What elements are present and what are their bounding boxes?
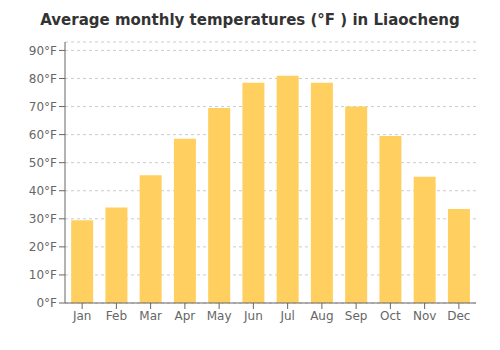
svg-text:80°F: 80°F [29, 72, 57, 86]
svg-text:Dec: Dec [447, 309, 470, 323]
svg-text:70°F: 70°F [29, 100, 57, 114]
svg-text:Apr: Apr [174, 309, 195, 323]
svg-text:Aug: Aug [310, 309, 333, 323]
svg-text:30°F: 30°F [29, 212, 57, 226]
svg-text:90°F: 90°F [29, 44, 57, 58]
html-text:Average monthly temperatures (: Average monthly temperatures (°F ) in Li… [40, 11, 460, 29]
svg-text:50°F: 50°F [29, 156, 57, 170]
svg-text:Jun: Jun [243, 309, 263, 323]
svg-text:10°F: 10°F [29, 268, 57, 282]
svg-text:Nov: Nov [413, 309, 436, 323]
svg-text:Mar: Mar [139, 309, 162, 323]
svg-text:Feb: Feb [106, 309, 127, 323]
svg-text:0°F: 0°F [36, 296, 57, 310]
svg-text:40°F: 40°F [29, 184, 57, 198]
svg-text:Jul: Jul [279, 309, 294, 323]
svg-text:Oct: Oct [380, 309, 401, 323]
svg-text:Jan: Jan [72, 309, 92, 323]
svg-text:20°F: 20°F [29, 240, 57, 254]
svg-text:May: May [207, 309, 232, 323]
svg-text:60°F: 60°F [29, 128, 57, 142]
svg-text:Sep: Sep [345, 309, 368, 323]
